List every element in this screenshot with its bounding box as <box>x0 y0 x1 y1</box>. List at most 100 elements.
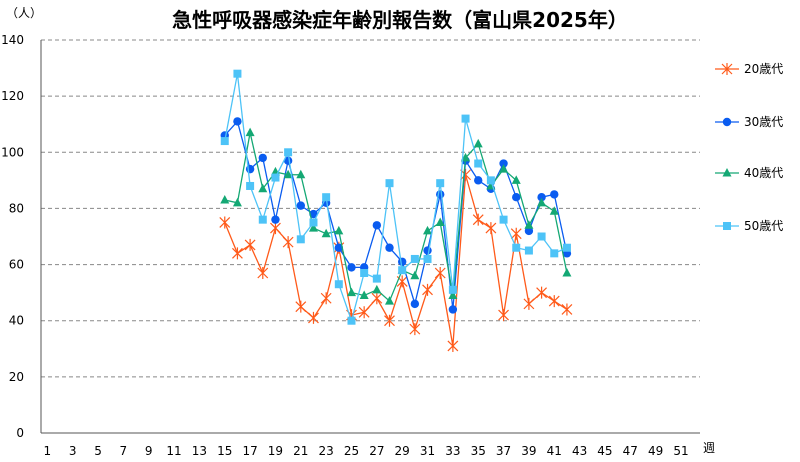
data-point <box>410 270 420 280</box>
data-point <box>485 222 497 235</box>
x-tick-label: 41 <box>547 444 562 458</box>
data-point <box>499 159 508 168</box>
legend-label: 40歳代 <box>744 166 783 180</box>
data-point <box>372 274 381 283</box>
series-line <box>224 120 568 310</box>
data-point <box>723 222 731 230</box>
data-point <box>371 292 383 305</box>
data-point <box>232 197 242 207</box>
x-tick-label: 27 <box>369 444 384 458</box>
data-point <box>257 266 269 279</box>
data-point <box>498 309 509 322</box>
x-tick-label: 47 <box>623 444 638 458</box>
legend-label: 20歳代 <box>744 62 783 76</box>
data-point <box>434 266 446 279</box>
data-point <box>499 164 509 173</box>
data-point <box>233 69 242 78</box>
data-point <box>448 285 457 294</box>
data-point <box>219 216 231 229</box>
data-point <box>321 228 331 238</box>
x-tick-label: 19 <box>268 444 283 458</box>
legend-label: 30歳代 <box>744 115 783 129</box>
x-axis-label: 週 <box>703 441 715 455</box>
data-point <box>561 303 573 316</box>
data-point <box>436 179 445 188</box>
data-point <box>360 268 369 277</box>
data-point <box>435 217 445 226</box>
x-tick-label: 49 <box>648 444 663 458</box>
data-point <box>397 257 407 266</box>
x-tick-label: 5 <box>94 444 102 458</box>
data-point <box>410 254 419 263</box>
data-point <box>258 153 267 163</box>
y-tick-label: 100 <box>1 145 24 159</box>
data-point <box>233 117 242 126</box>
data-point <box>385 296 395 305</box>
data-point <box>295 300 307 313</box>
data-point <box>461 152 471 162</box>
legend-item: 50歳代 <box>715 219 783 233</box>
data-point <box>422 283 433 296</box>
data-point <box>499 215 508 224</box>
data-point <box>296 235 305 244</box>
data-point <box>245 164 255 174</box>
data-point <box>423 246 432 255</box>
series-line <box>224 73 568 323</box>
data-point <box>512 193 521 202</box>
y-tick-label: 120 <box>1 89 24 103</box>
data-point <box>308 223 318 232</box>
data-point <box>334 280 343 289</box>
data-point <box>537 232 546 241</box>
data-point <box>309 209 318 219</box>
data-point <box>447 339 459 352</box>
data-point <box>320 292 332 305</box>
data-point <box>512 243 521 252</box>
data-point <box>486 176 495 185</box>
data-point <box>385 243 394 252</box>
data-point <box>245 127 255 137</box>
series-40歳代 <box>220 127 572 305</box>
data-point <box>537 193 546 202</box>
data-point <box>524 220 534 229</box>
x-tick-label: 3 <box>69 444 77 458</box>
x-tick-label: 29 <box>395 444 410 458</box>
x-tick-label: 37 <box>496 444 511 458</box>
data-point <box>309 218 318 227</box>
x-tick-label: 51 <box>673 444 688 458</box>
data-point <box>448 305 458 314</box>
x-tick-label: 21 <box>293 444 308 458</box>
legend-item: 30歳代 <box>715 115 783 129</box>
x-tick-label: 1 <box>44 444 52 458</box>
data-point <box>423 225 433 235</box>
x-tick-label: 15 <box>217 444 232 458</box>
series-50歳代 <box>220 69 571 325</box>
x-tick-label: 35 <box>471 444 486 458</box>
data-point <box>410 299 420 309</box>
legend-label: 50歳代 <box>744 219 783 233</box>
data-point <box>358 306 370 319</box>
data-point <box>472 213 484 226</box>
data-point <box>562 267 572 277</box>
x-tick-label: 9 <box>145 444 153 458</box>
data-point <box>296 169 306 179</box>
data-point <box>511 175 521 184</box>
x-tick-label: 13 <box>192 444 207 458</box>
data-point <box>384 314 395 327</box>
data-point <box>523 297 535 310</box>
data-point <box>550 249 559 258</box>
data-point <box>510 227 522 240</box>
data-point <box>548 295 560 308</box>
series-line <box>224 132 568 303</box>
data-point <box>334 243 344 252</box>
x-tick-label: 31 <box>420 444 435 458</box>
data-point <box>722 168 732 177</box>
data-point <box>474 176 483 185</box>
x-tick-label: 43 <box>572 444 587 458</box>
data-point <box>549 206 559 215</box>
x-tick-label: 45 <box>597 444 612 458</box>
data-point <box>537 197 547 207</box>
data-point <box>409 323 421 336</box>
x-tick-label: 23 <box>319 444 334 458</box>
